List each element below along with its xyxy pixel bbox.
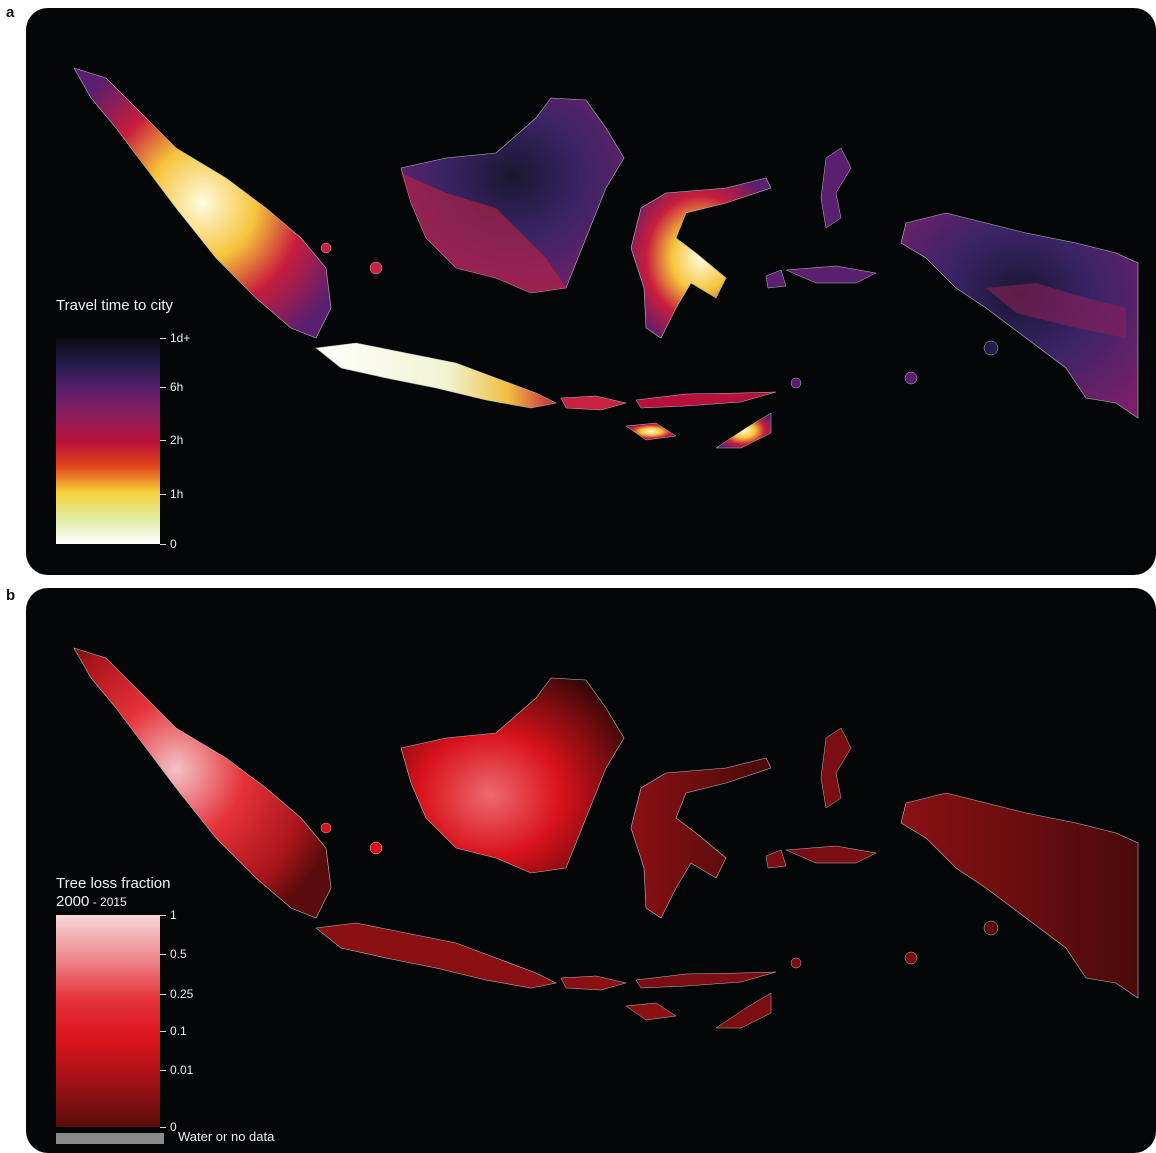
tick-label-0: 0 (170, 1120, 177, 1134)
island-bali-lombok (560, 395, 627, 411)
island-sumba (625, 1002, 677, 1021)
tick-label-0-01: 0.01 (170, 1063, 194, 1077)
island-sumba (625, 422, 677, 441)
tick-label-0: 0 (170, 537, 177, 551)
island-sumatra (73, 647, 332, 919)
tick-label-1: 1 (170, 908, 177, 922)
small-island (320, 242, 332, 254)
small-island (983, 920, 999, 936)
island-buru (765, 849, 787, 869)
tick-0 (160, 1127, 166, 1128)
island-flores (635, 971, 777, 989)
island-halmahera (820, 147, 852, 229)
small-island (983, 340, 999, 356)
travel-time-colorbar (56, 338, 160, 544)
legend-year-start: 2000 (56, 893, 90, 910)
small-island (904, 951, 918, 965)
tick-label-6h: 6h (170, 380, 184, 394)
island-sulawesi (630, 177, 772, 339)
tick-1d (160, 338, 166, 339)
legend-title-travel-time: Travel time to city (56, 297, 173, 314)
tick-label-1h: 1h (170, 487, 184, 501)
island-halmahera (820, 727, 852, 809)
island-borneo (400, 677, 625, 874)
tree-loss-map (73, 647, 1139, 1029)
travel-time-map-panel: Travel time to city 1d+ 6h 2h 1h 0 (26, 8, 1156, 575)
tick-1h (160, 494, 166, 495)
tree-loss-colorbar (56, 915, 160, 1127)
tick-6h (160, 387, 166, 388)
nodata-swatch (56, 1133, 164, 1144)
island-buru (765, 269, 787, 289)
small-island (369, 841, 383, 855)
borneo-coast-warm (401, 173, 566, 293)
small-island (790, 957, 802, 969)
papua-highlands-warm (986, 283, 1126, 338)
island-papua (900, 212, 1139, 419)
tick-label-0-25: 0.25 (170, 987, 194, 1001)
island-seram (785, 845, 877, 864)
island-java (315, 922, 557, 989)
legend-title-line1: Tree loss fraction (56, 875, 171, 892)
small-island (320, 822, 332, 834)
panel-label-b: b (6, 587, 16, 604)
island-seram (785, 265, 877, 284)
legend-title-tree-loss: Tree loss fraction 2000 - 2015 (56, 875, 171, 911)
tick-0-01 (160, 1070, 166, 1071)
tick-2h (160, 440, 166, 441)
panel-label-a: a (6, 4, 15, 21)
small-island (369, 261, 383, 275)
tree-loss-map-panel: Tree loss fraction 2000 - 2015 1 0.5 0.2… (26, 588, 1156, 1153)
legend-year-end: - 2015 (89, 895, 127, 909)
island-bali-lombok (560, 975, 627, 991)
island-timor (715, 412, 772, 449)
tick-label-1d: 1d+ (170, 331, 191, 345)
island-java (315, 342, 557, 409)
island-sulawesi (630, 757, 772, 919)
tick-label-0-5: 0.5 (170, 947, 187, 961)
tick-0 (160, 544, 166, 545)
small-island (790, 377, 802, 389)
tick-label-2h: 2h (170, 433, 184, 447)
tick-0-1 (160, 1031, 166, 1032)
island-flores (635, 391, 777, 409)
island-sumatra (73, 67, 332, 339)
island-timor (715, 992, 772, 1029)
nodata-label: Water or no data (178, 1129, 275, 1144)
small-island (904, 371, 918, 385)
legend-title-line2: 2000 - 2015 (56, 893, 171, 911)
island-papua (900, 792, 1139, 999)
travel-time-map (73, 67, 1139, 449)
tick-0-5 (160, 954, 166, 955)
tick-1 (160, 915, 166, 916)
tick-label-0-1: 0.1 (170, 1024, 187, 1038)
tick-0-25 (160, 994, 166, 995)
